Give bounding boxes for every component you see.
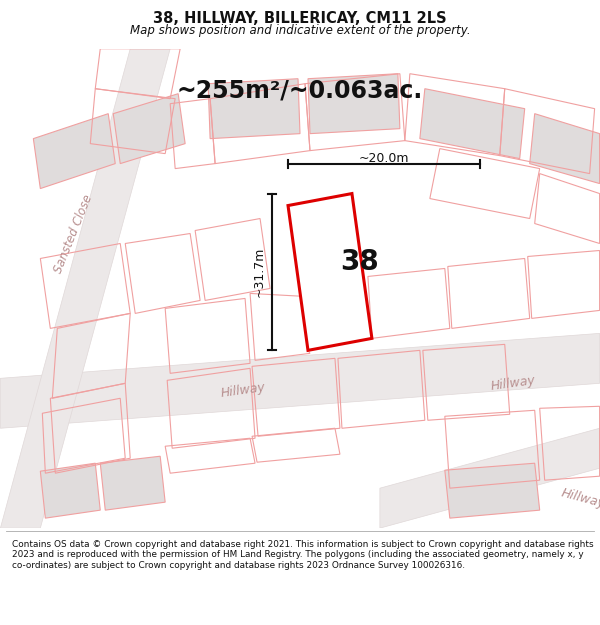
Polygon shape (1, 333, 599, 428)
Polygon shape (1, 49, 170, 528)
Text: 38, HILLWAY, BILLERICAY, CM11 2LS: 38, HILLWAY, BILLERICAY, CM11 2LS (153, 11, 447, 26)
Polygon shape (530, 114, 599, 184)
Text: Hillway: Hillway (560, 486, 600, 510)
Text: Hillway: Hillway (490, 374, 536, 393)
Text: ~31.7m: ~31.7m (253, 247, 266, 297)
Polygon shape (40, 463, 100, 518)
Polygon shape (380, 428, 599, 528)
Polygon shape (34, 114, 115, 189)
Polygon shape (445, 463, 539, 518)
Polygon shape (288, 194, 372, 351)
Text: ~20.0m: ~20.0m (359, 152, 409, 164)
Text: Contains OS data © Crown copyright and database right 2021. This information is : Contains OS data © Crown copyright and d… (12, 540, 593, 569)
Text: 38: 38 (341, 248, 379, 276)
Text: Hillway: Hillway (220, 381, 266, 400)
Polygon shape (100, 456, 165, 510)
Text: ~255m²/~0.063ac.: ~255m²/~0.063ac. (177, 79, 423, 102)
Polygon shape (308, 74, 400, 134)
Polygon shape (113, 94, 185, 164)
Polygon shape (420, 89, 525, 159)
Text: Sansted Close: Sansted Close (52, 192, 95, 275)
Text: Map shows position and indicative extent of the property.: Map shows position and indicative extent… (130, 24, 470, 36)
Polygon shape (208, 79, 300, 139)
